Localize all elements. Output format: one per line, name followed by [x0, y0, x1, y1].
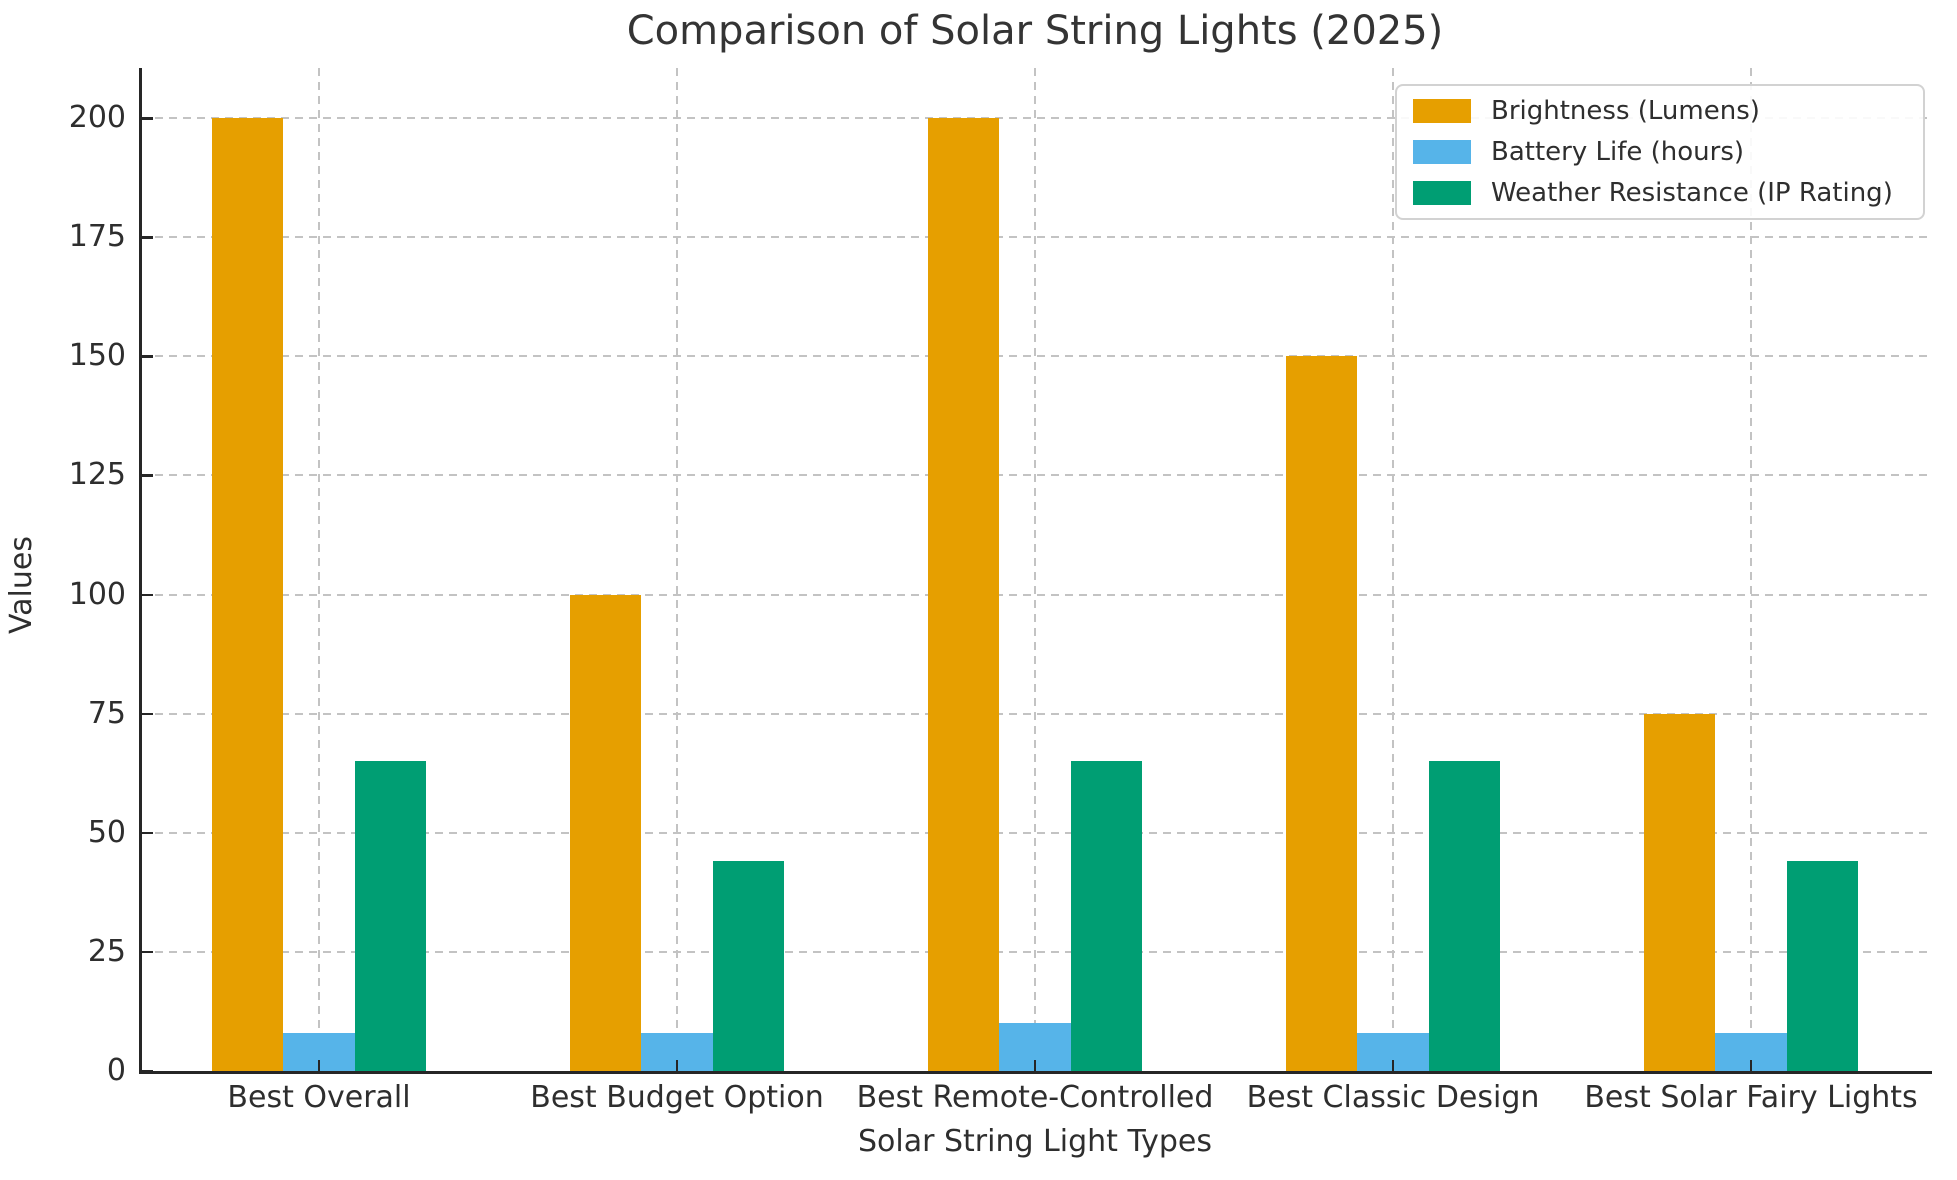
- y-tick-label: 75: [87, 695, 126, 731]
- y-tick-label: 200: [68, 100, 126, 135]
- x-tick-label: Best Classic Design: [1246, 1080, 1540, 1115]
- y-tick-mark-175: [142, 236, 153, 239]
- y-tick-label: 25: [87, 933, 126, 969]
- y-tick-mark-125: [142, 474, 153, 477]
- y-tick-label: 50: [87, 814, 126, 850]
- grid-line-x-3: [1034, 68, 1036, 1071]
- x-tick-label: Best Overall: [227, 1080, 411, 1115]
- bar-best-remote-controlled-series-3: [1070, 761, 1143, 1071]
- grid-line-x-5: [1750, 68, 1752, 1071]
- legend-label: Weather Resistance (IP Rating): [1491, 178, 1893, 208]
- y-tick-mark-50: [142, 831, 153, 835]
- legend-item-1: Brightness (Lumens): [1413, 96, 1907, 126]
- x-tick-label: Best Budget Option: [530, 1080, 824, 1115]
- bar-best-budget-option-series-3: [712, 861, 785, 1071]
- chart-title: Comparison of Solar String Lights (2025): [626, 8, 1444, 54]
- grid-line-x-2: [676, 68, 678, 1071]
- legend-item-3: Weather Resistance (IP Rating): [1413, 178, 1907, 208]
- y-axis-spine: [139, 68, 142, 1074]
- x-tick-label: Best Solar Fairy Lights: [1584, 1080, 1918, 1115]
- x-tick-mark-3: [1033, 1060, 1037, 1071]
- legend-label: Brightness (Lumens): [1491, 96, 1760, 126]
- bar-best-classic-design-series-1: [1285, 356, 1358, 1071]
- bar-best-budget-option-series-1: [569, 594, 642, 1071]
- bar-best-solar-fairy-lights-series-3: [1786, 861, 1859, 1071]
- y-tick-label: 125: [68, 457, 126, 493]
- x-tick-mark-5: [1749, 1060, 1753, 1071]
- bar-best-remote-controlled-series-1: [927, 118, 1000, 1071]
- y-tick-mark-0: [142, 1070, 153, 1073]
- grid-line-x-1: [318, 68, 320, 1071]
- y-tick-label: 175: [68, 219, 126, 255]
- grid-line-x-4: [1392, 68, 1394, 1071]
- bar-best-overall-series-1: [211, 118, 284, 1071]
- legend-swatch-icon: [1413, 140, 1471, 164]
- x-tick-mark-2: [675, 1060, 679, 1071]
- y-tick-mark-100: [142, 593, 153, 596]
- y-tick-mark-150: [142, 355, 153, 358]
- y-tick-mark-200: [142, 117, 153, 120]
- y-tick-label: 0: [106, 1053, 126, 1088]
- y-tick-mark-75: [142, 712, 153, 716]
- legend-swatch-icon: [1413, 99, 1471, 123]
- y-tick-label: 100: [68, 576, 126, 612]
- y-tick-label: 150: [68, 338, 126, 374]
- legend-swatch-icon: [1413, 181, 1471, 205]
- legend: Brightness (Lumens) Battery Life (hours) W…: [1395, 84, 1925, 220]
- x-tick-mark-1: [317, 1060, 321, 1071]
- y-tick-mark-25: [142, 950, 153, 954]
- x-axis-spine: [139, 1071, 1932, 1074]
- x-tick-mark-4: [1391, 1060, 1395, 1071]
- legend-label: Battery Life (hours): [1491, 137, 1745, 167]
- x-tick-label: Best Remote-Controlled: [856, 1080, 1214, 1115]
- x-axis-label: Solar String Light Types: [858, 1124, 1212, 1159]
- bar-best-solar-fairy-lights-series-1: [1643, 713, 1716, 1071]
- bar-best-classic-design-series-3: [1428, 761, 1501, 1071]
- bar-best-overall-series-3: [354, 761, 427, 1071]
- legend-item-2: Battery Life (hours): [1413, 137, 1907, 167]
